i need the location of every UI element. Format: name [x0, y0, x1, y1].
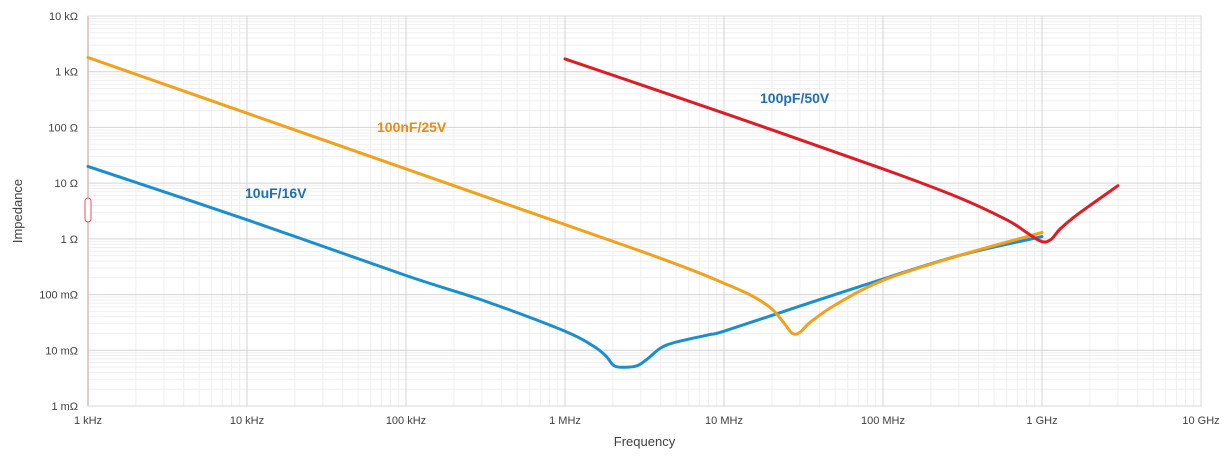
x-tick-labels: 1 kHz 10 kHz 100 kHz 1 MHz 10 MHz 100 MHz 1 GH…: [74, 415, 1220, 427]
x-tick-label: 1 GHz: [1026, 415, 1057, 427]
series-label-0: 10uF/16V: [245, 185, 307, 201]
x-tick-label: 10 kHz: [230, 415, 264, 427]
x-tick-label: 100 kHz: [386, 415, 426, 427]
series-line-2: [563, 57, 1120, 244]
x-tick-label: 10 GHz: [1182, 415, 1219, 427]
y-tick-label: 10 kΩ: [49, 11, 78, 23]
x-tick-label: 10 MHz: [705, 415, 743, 427]
minor-gridlines: [88, 16, 1201, 406]
x-axis-title: Frequency: [614, 434, 676, 449]
series-lines: [86, 56, 1120, 369]
x-tick-label: 100 MHz: [861, 415, 905, 427]
y-tick-labels: 1 mΩ 10 mΩ 100 mΩ 1 Ω 10 Ω 100 Ω 1 kΩ 10 kΩ: [39, 11, 78, 413]
y-axis-title: Impedance: [10, 179, 25, 243]
series-line-1: [86, 56, 1044, 336]
y-tick-label: 100 Ω: [48, 122, 78, 134]
series-labels: 10uF/16V 100nF/25V 100pF/50V: [245, 90, 830, 201]
y-tick-label: 100 mΩ: [39, 290, 78, 302]
y-tick-label: 1 mΩ: [51, 401, 78, 413]
y-tick-label: 1 kΩ: [55, 67, 78, 79]
x-tick-label: 1 kHz: [74, 415, 102, 427]
y-tick-label: 10 Ω: [54, 178, 78, 190]
series-label-2: 100pF/50V: [760, 90, 830, 106]
y-tick-label: 10 mΩ: [45, 345, 78, 357]
series-label-1: 100nF/25V: [377, 119, 447, 135]
x-tick-label: 1 MHz: [549, 415, 581, 427]
y-axis-marker[interactable]: [84, 197, 92, 223]
y-tick-label: 1 Ω: [61, 234, 78, 246]
series-line-0: [86, 164, 1044, 369]
